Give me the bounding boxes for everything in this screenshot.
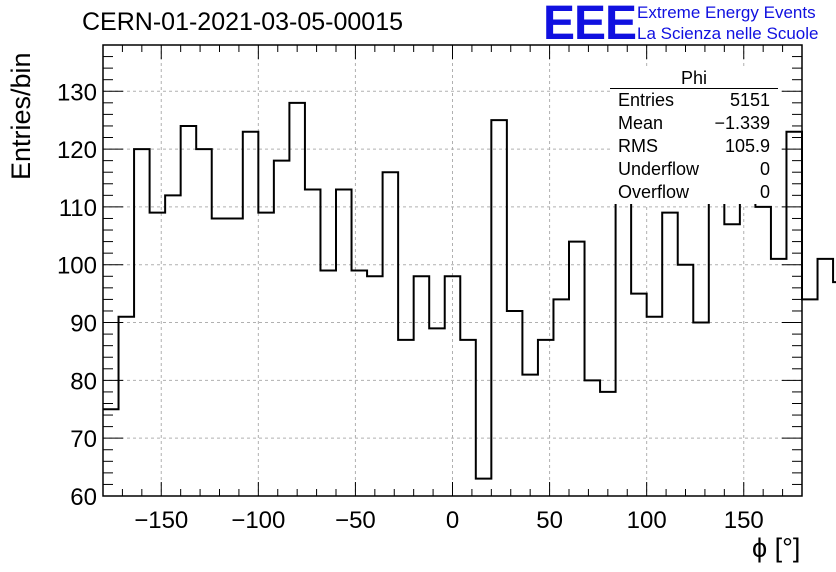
stats-value: 105.9	[724, 136, 770, 156]
stats-label: Underflow	[618, 159, 700, 179]
y-tick-label: 100	[57, 253, 97, 280]
x-tick-label: 100	[627, 507, 667, 534]
stats-label: Mean	[618, 113, 664, 133]
y-tick-label: 60	[70, 484, 97, 511]
y-tick-label: 130	[57, 79, 97, 106]
run-title: CERN-01-2021-03-05-00015	[82, 8, 404, 36]
stats-box: Phi Entries 5151 Mean −1.339 RMS 105.9 Unde…	[610, 68, 778, 204]
y-tick-label: 110	[59, 195, 97, 222]
y-tick-label: 70	[70, 426, 97, 453]
x-tick-label: −50	[335, 507, 376, 534]
axis-ticks	[102, 44, 803, 497]
stats-row-entries: Entries 5151	[610, 89, 778, 112]
stats-value: 0	[759, 159, 770, 179]
y-tick-label: 120	[57, 137, 97, 164]
x-tick-label: −100	[231, 507, 285, 534]
x-tick-label: −150	[134, 507, 188, 534]
stats-label: Overflow	[618, 182, 690, 202]
grid-lines	[103, 45, 802, 497]
stats-title: Phi	[610, 68, 778, 89]
stats-label: Entries	[618, 90, 675, 110]
stats-value: 0	[759, 182, 770, 202]
x-tick-label: 50	[536, 507, 563, 534]
x-tick-label: 0	[446, 507, 459, 534]
stats-row-rms: RMS 105.9	[610, 135, 778, 158]
stats-value: 5151	[729, 90, 770, 110]
eee-logo: EEE	[543, 0, 637, 50]
logo-subtitle-2: La Scienza nelle Scuole	[637, 24, 819, 43]
stats-row-overflow: Overflow 0	[610, 181, 778, 204]
x-tick-label: 150	[724, 507, 764, 534]
x-axis-label: ϕ [°]	[752, 533, 801, 563]
y-axis-label: Entries/bin	[6, 52, 36, 180]
logo-subtitle-1: Extreme Energy Events	[637, 3, 816, 22]
tick-labels: −150 −100 −50 0 50 100 150 60 70 80 90 100 110 120 130	[57, 79, 764, 534]
stats-label: RMS	[618, 136, 658, 156]
y-tick-label: 80	[70, 368, 97, 395]
stats-row-mean: Mean −1.339	[610, 112, 778, 135]
y-tick-label: 90	[70, 311, 97, 338]
stats-value: −1.339	[714, 113, 770, 133]
stats-row-underflow: Underflow 0	[610, 158, 778, 181]
